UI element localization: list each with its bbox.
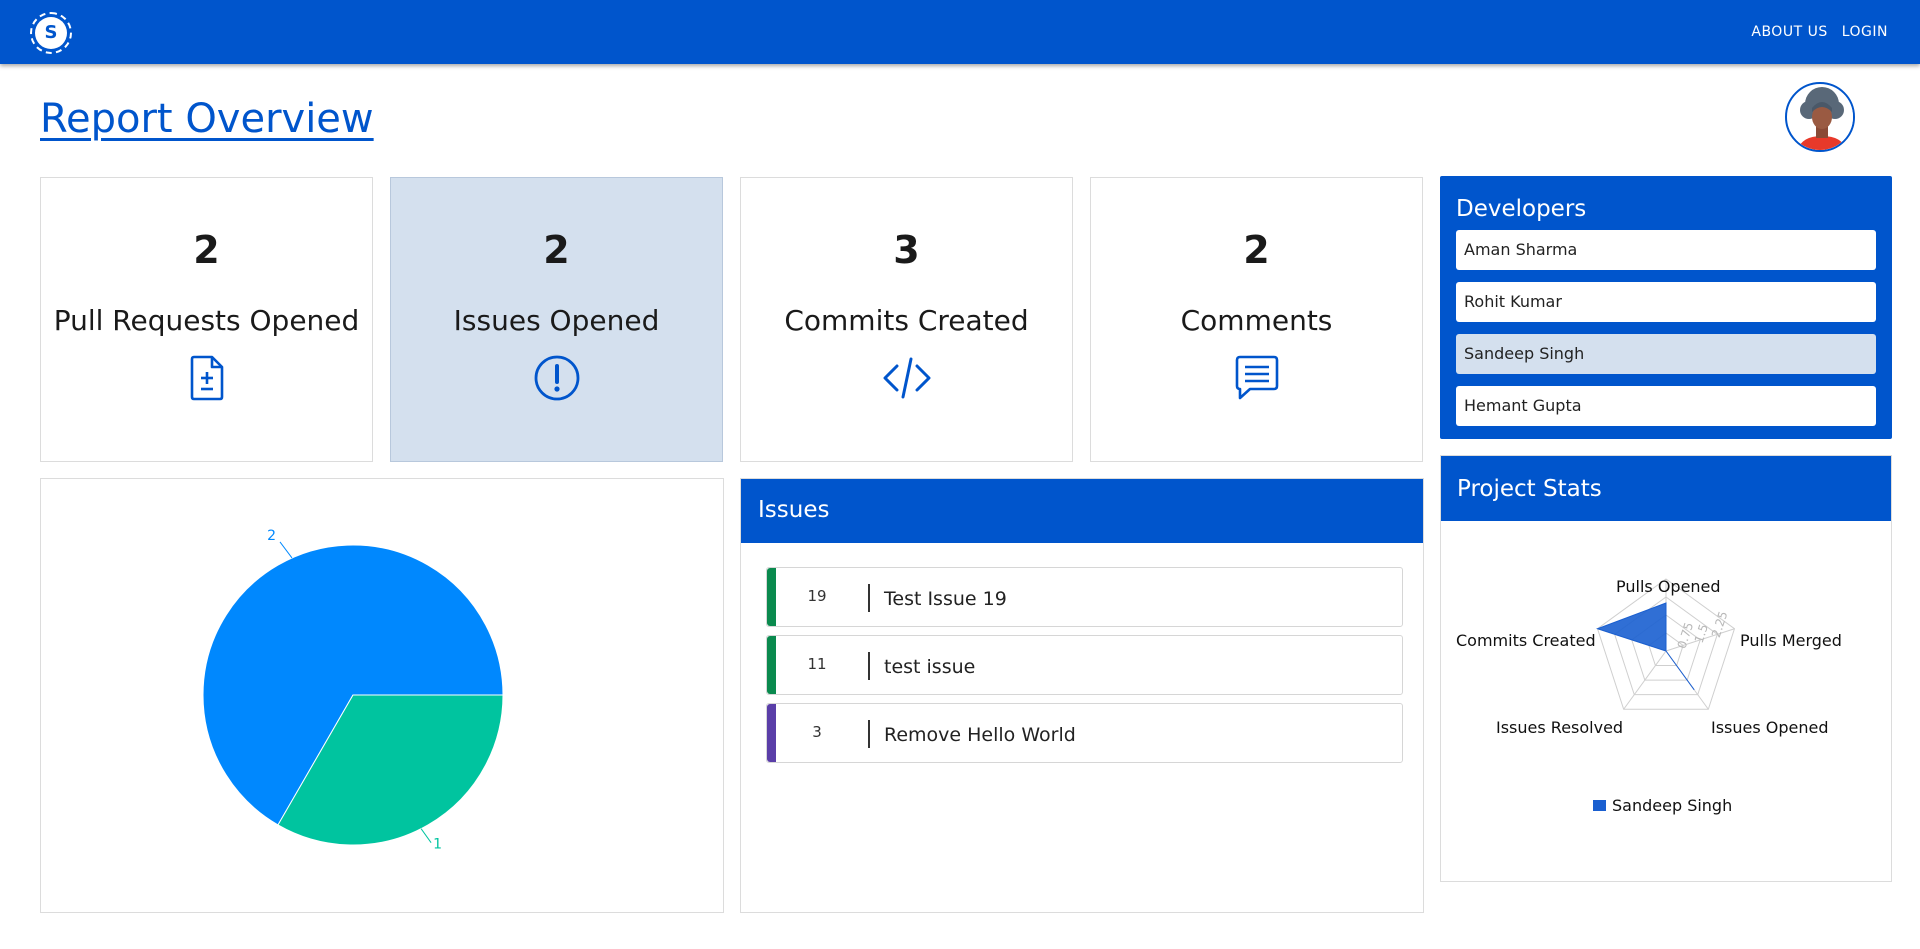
issues-card: Issues 19 Test Issue 19 11 test issue 3 …: [740, 478, 1424, 913]
issue-row[interactable]: 19 Test Issue 19: [766, 567, 1403, 627]
issue-number: 3: [812, 723, 822, 741]
radar-spoke: [1623, 650, 1667, 710]
issue-status-bar: [767, 568, 776, 626]
logo-letter: S: [35, 17, 67, 49]
legend-swatch: [1593, 800, 1606, 811]
pie-slice[interactable]: [202, 544, 504, 826]
stat-card-comments[interactable]: 2 Comments: [1090, 177, 1423, 462]
code-icon: [883, 357, 930, 399]
avatar[interactable]: [1785, 82, 1855, 152]
pie-data-label: 2: [267, 528, 276, 544]
issue-title: Test Issue 19: [884, 588, 1007, 610]
logo-icon[interactable]: S: [30, 12, 72, 54]
issues-header: Issues: [741, 479, 1423, 543]
stat-value: 2: [193, 228, 220, 272]
pie-data-label: 1: [433, 837, 442, 853]
stat-card-pull-requests[interactable]: 2 Pull Requests Opened: [40, 177, 373, 462]
developers-title: Developers: [1456, 196, 1587, 222]
issues-title: Issues: [758, 497, 830, 523]
stat-card-issues[interactable]: 2 Issues Opened: [390, 177, 723, 462]
file-diff-icon: [190, 355, 223, 401]
nav-login-link[interactable]: LOGIN: [1841, 24, 1888, 40]
radar-chart: 0.751.52.25: [1596, 578, 1736, 710]
radar-axis-label-pulls-opened: Pulls Opened: [1616, 577, 1721, 596]
page-title[interactable]: Report Overview: [40, 96, 374, 142]
stat-label: Commits Created: [784, 304, 1029, 337]
radar-axis-label-issues-resolved: Issues Resolved: [1496, 718, 1624, 737]
project-stats-title: Project Stats: [1457, 476, 1602, 502]
issue-row[interactable]: 3 Remove Hello World: [766, 703, 1403, 763]
issue-divider: [868, 652, 870, 680]
avatar-image: [1789, 86, 1853, 150]
project-stats-header: Project Stats: [1441, 456, 1891, 521]
developer-item-rohit-kumar[interactable]: Rohit Kumar: [1456, 282, 1876, 322]
radar-spoke: [1665, 628, 1735, 652]
issue-status-bar: [767, 636, 776, 694]
pie-chart: 21: [202, 528, 504, 853]
alert-circle-icon: [534, 355, 579, 401]
stat-label: Pull Requests Opened: [53, 304, 360, 337]
pie-label-line: [420, 828, 432, 843]
issue-number: 11: [807, 655, 827, 673]
developer-item-aman-sharma[interactable]: Aman Sharma: [1456, 230, 1876, 270]
issue-row[interactable]: 11 test issue: [766, 635, 1403, 695]
developers-panel: Developers Aman Sharma Rohit Kumar Sande…: [1440, 176, 1892, 439]
issue-status-bar: [767, 704, 776, 762]
radar-grid-ring: [1596, 578, 1736, 710]
stat-value: 2: [543, 228, 570, 272]
radar-axis-label-pulls-merged: Pulls Merged: [1740, 631, 1842, 650]
top-navbar: S ABOUT US LOGIN: [0, 0, 1920, 64]
stat-label: Issues Opened: [453, 304, 660, 337]
stat-value: 3: [893, 228, 920, 272]
nav-links: ABOUT US LOGIN: [1751, 24, 1888, 40]
radar-tick-label: 2.25: [1709, 610, 1731, 640]
stat-card-commits[interactable]: 3 Commits Created: [740, 177, 1073, 462]
developer-item-hemant-gupta[interactable]: Hemant Gupta: [1456, 386, 1876, 426]
issue-divider: [868, 584, 870, 612]
chat-icon: [1235, 355, 1278, 400]
issue-divider: [868, 720, 870, 748]
radar-series-area[interactable]: [1596, 602, 1695, 691]
pie-label-line: [279, 541, 293, 559]
radar-axis-label-commits-created: Commits Created: [1456, 631, 1596, 650]
stat-label: Comments: [1180, 304, 1333, 337]
radar-axis-label-issues-opened: Issues Opened: [1711, 718, 1829, 737]
nav-about-us-link[interactable]: ABOUT US: [1751, 24, 1828, 40]
stat-value: 2: [1243, 228, 1270, 272]
developers-list: Aman Sharma Rohit Kumar Sandeep Singh He…: [1456, 230, 1876, 438]
issue-title: test issue: [884, 656, 976, 678]
developer-item-sandeep-singh[interactable]: Sandeep Singh: [1456, 334, 1876, 374]
project-stats-card: Project Stats 0.75 1.5 2.25 Pulls Opened P…: [1440, 455, 1892, 882]
legend-label: Sandeep Singh: [1612, 796, 1733, 815]
issue-title: Remove Hello World: [884, 724, 1076, 746]
radar-tick-label: 1.5: [1692, 622, 1711, 644]
issue-number: 19: [807, 587, 827, 605]
pie-slice[interactable]: [277, 694, 504, 846]
radar-legend: Sandeep Singh: [1593, 796, 1732, 815]
